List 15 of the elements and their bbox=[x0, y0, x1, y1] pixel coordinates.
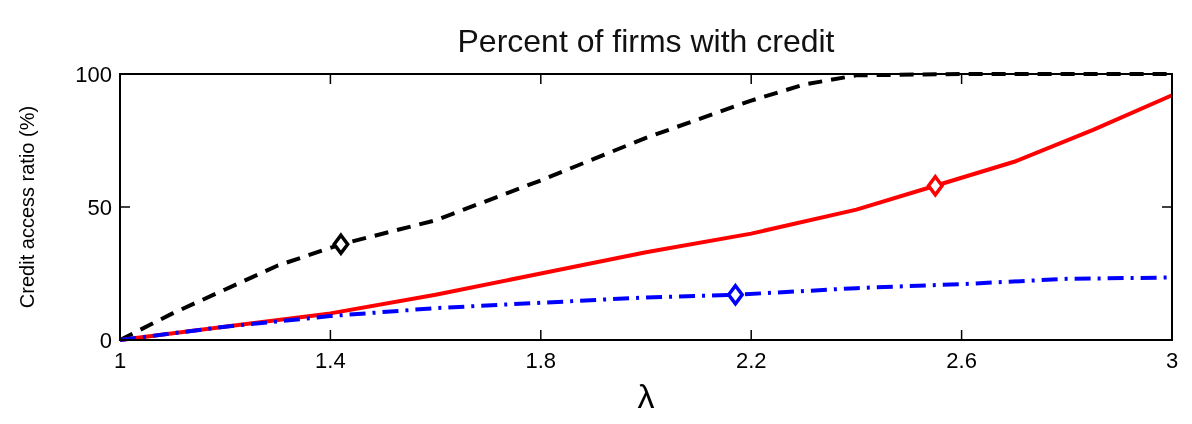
x-tick-label: 3 bbox=[1165, 348, 1179, 373]
y-tick-label: 100 bbox=[75, 62, 112, 87]
chart-title: Percent of firms with credit bbox=[457, 23, 835, 59]
point bbox=[926, 174, 944, 197]
point bbox=[332, 233, 350, 255]
x-tick-label: 2.6 bbox=[946, 348, 977, 373]
y-axis-title: Credit access ratio (%) bbox=[16, 105, 38, 309]
y-tick-label: 50 bbox=[87, 195, 112, 220]
point bbox=[726, 284, 744, 306]
x-axis-title: λ bbox=[637, 377, 655, 415]
x-tick-label: 2.2 bbox=[735, 348, 767, 373]
y-tick-label: 0 bbox=[99, 328, 112, 353]
x-tick-label: 1.4 bbox=[315, 348, 346, 373]
x-tick-label: 1.8 bbox=[525, 348, 557, 373]
x-tick-label: 1 bbox=[113, 348, 127, 373]
